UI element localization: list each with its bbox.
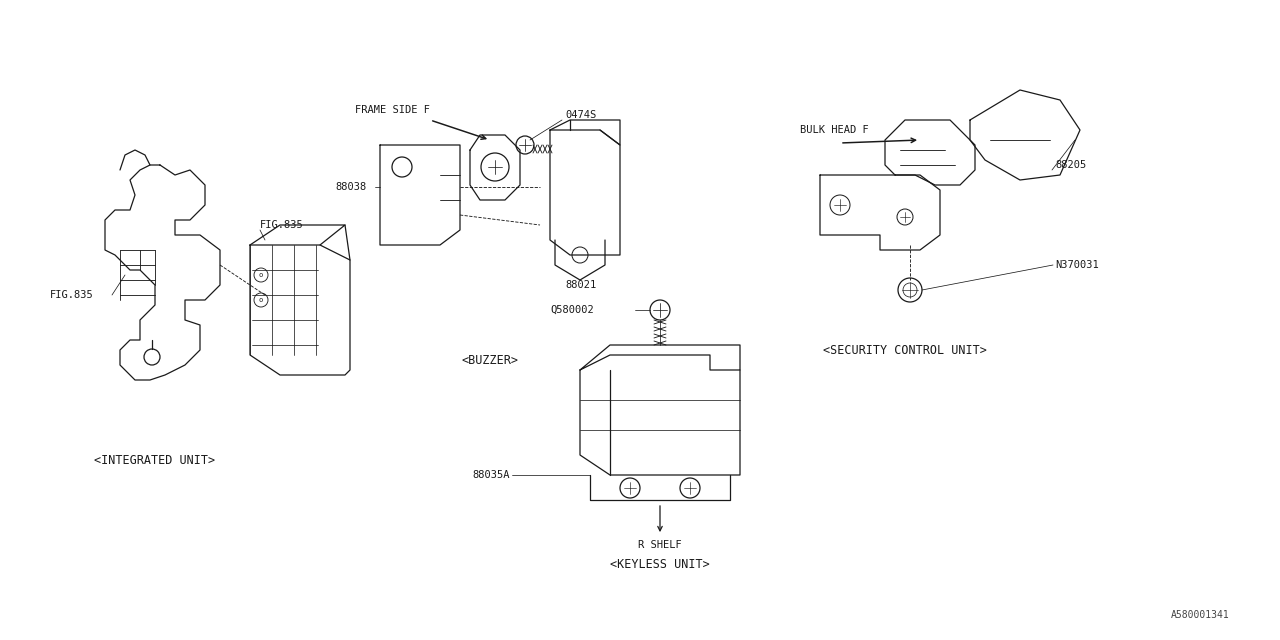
Text: <BUZZER>: <BUZZER> <box>462 353 518 367</box>
Text: FIG.835: FIG.835 <box>260 220 303 230</box>
Text: 88021: 88021 <box>564 280 596 290</box>
Text: FIG.835: FIG.835 <box>50 290 93 300</box>
Text: 0474S: 0474S <box>564 110 596 120</box>
Text: o: o <box>259 272 264 278</box>
Text: <KEYLESS UNIT>: <KEYLESS UNIT> <box>611 559 710 572</box>
Text: <SECURITY CONTROL UNIT>: <SECURITY CONTROL UNIT> <box>823 344 987 356</box>
Text: N370031: N370031 <box>1055 260 1098 270</box>
Text: o: o <box>259 297 264 303</box>
Text: 88035A: 88035A <box>472 470 509 480</box>
Text: 88205: 88205 <box>1055 160 1087 170</box>
Text: R SHELF: R SHELF <box>639 540 682 550</box>
Text: Q580002: Q580002 <box>550 305 594 315</box>
Text: BULK HEAD F: BULK HEAD F <box>800 125 869 135</box>
Text: FRAME SIDE F: FRAME SIDE F <box>355 105 430 115</box>
Text: <INTEGRATED UNIT>: <INTEGRATED UNIT> <box>95 454 215 467</box>
Text: 88038: 88038 <box>335 182 366 192</box>
Text: A580001341: A580001341 <box>1171 610 1230 620</box>
